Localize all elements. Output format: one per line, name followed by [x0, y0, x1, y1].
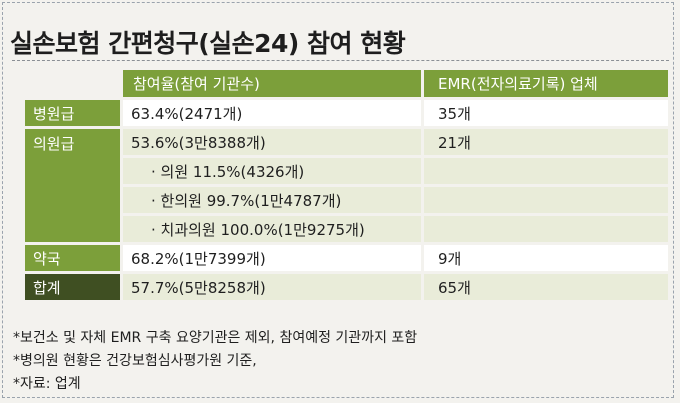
row-emr: [424, 158, 668, 184]
table-row-clinic-general: · 의원 11.5%(4326개): [25, 158, 668, 184]
row-label: 의원급: [25, 129, 123, 242]
row-emr: 21개: [424, 129, 668, 155]
table-row-clinic-oriental: · 한의원 99.7%(1만4787개): [25, 187, 668, 213]
table-row-pharmacy: 약국 68.2%(1만7399개) 9개: [25, 245, 668, 271]
table-row-clinic-dental: · 치과의원 100.0%(1만9275개): [25, 216, 668, 242]
footnote: *병의원 현황은 건강보험심사평가원 기준,: [13, 353, 257, 369]
row-rate: 63.4%(2471개): [123, 100, 424, 126]
header-emr-vendors: EMR(전자의료기록) 업체: [424, 70, 668, 97]
row-rate: 68.2%(1만7399개): [123, 245, 424, 271]
row-emr: 9개: [424, 245, 668, 271]
row-label: 병원급: [25, 100, 123, 126]
table-row-clinic: 의원급 53.6%(3만8388개) 21개: [25, 129, 668, 242]
table-row-hospital: 병원급 63.4%(2471개) 35개: [25, 100, 668, 126]
infographic-frame: [2, 2, 674, 398]
row-rate: 57.7%(5만8258개): [123, 274, 424, 300]
row-label: 약국: [25, 245, 123, 271]
table-header-row: 참여율(참여 기관수) EMR(전자의료기록) 업체: [25, 70, 668, 97]
row-emr: [424, 216, 668, 242]
row-rate: 53.6%(3만8388개): [123, 129, 424, 155]
row-rate: · 치과의원 100.0%(1만9275개): [123, 216, 424, 242]
footnote-source: *자료: 업계: [13, 376, 81, 392]
footnotes: *보건소 및 자체 EMR 구축 요양기관은 제외, 참여예정 기관까지 포함 …: [13, 327, 417, 396]
header-participation-rate: 참여율(참여 기관수): [123, 70, 424, 97]
row-rate: · 한의원 99.7%(1만4787개): [123, 187, 424, 213]
footnote: *보건소 및 자체 EMR 구축 요양기관은 제외, 참여예정 기관까지 포함: [13, 330, 418, 346]
participation-table: 참여율(참여 기관수) EMR(전자의료기록) 업체 병원급 63.4%(247…: [25, 67, 668, 303]
row-emr: [424, 187, 668, 213]
title-divider: [12, 60, 669, 61]
row-emr: 35개: [424, 100, 668, 126]
row-label: 합계: [25, 274, 123, 300]
page-title: 실손보험 간편청구(실손24) 참여 현황: [10, 29, 406, 58]
row-emr: 65개: [424, 274, 668, 300]
table-row-total: 합계 57.7%(5만8258개) 65개: [25, 274, 668, 300]
header-corner: [25, 70, 123, 97]
row-rate: · 의원 11.5%(4326개): [123, 158, 424, 184]
